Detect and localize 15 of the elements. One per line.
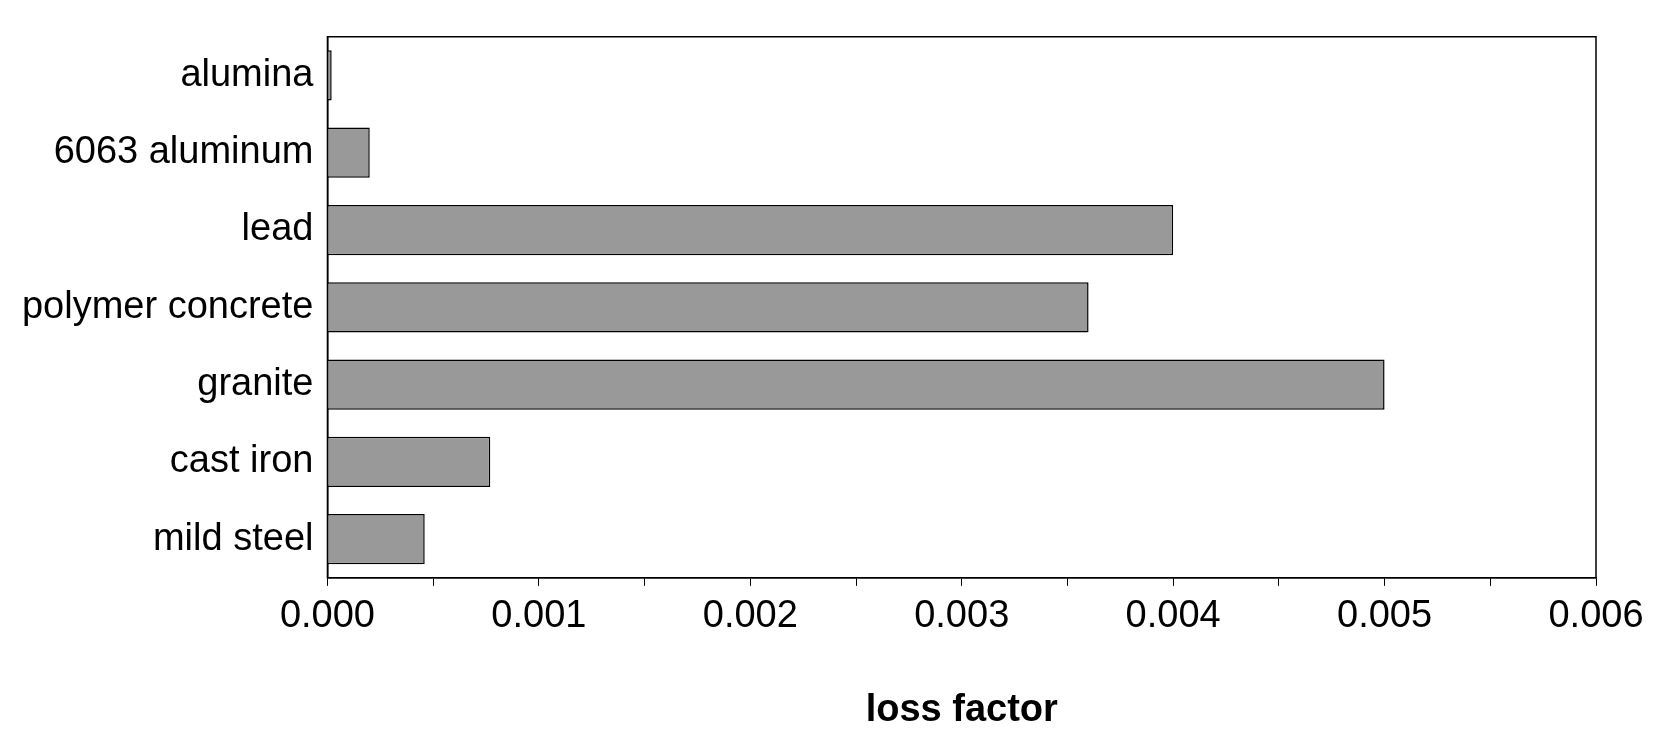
x-tick-label: 0.000 xyxy=(279,593,375,636)
y-tick-label: 6063 aluminum xyxy=(53,129,314,172)
x-tick-label: 0.006 xyxy=(1548,593,1644,636)
x-tick-label: 0.004 xyxy=(1125,593,1221,636)
y-tick-label: alumina xyxy=(180,51,315,94)
x-tick-label: 0.001 xyxy=(491,593,587,636)
y-tick-label: mild steel xyxy=(152,515,314,558)
x-tick-label: 0.002 xyxy=(702,593,798,636)
x-tick-label: 0.003 xyxy=(914,593,1010,636)
x-tick-label: 0.005 xyxy=(1337,593,1433,636)
y-tick-label: cast iron xyxy=(169,438,314,481)
x-axis-title: loss factor xyxy=(865,686,1059,729)
y-tick-label: lead xyxy=(241,206,314,249)
y-tick-label: polymer concrete xyxy=(21,283,314,326)
y-tick-label: granite xyxy=(197,361,314,404)
